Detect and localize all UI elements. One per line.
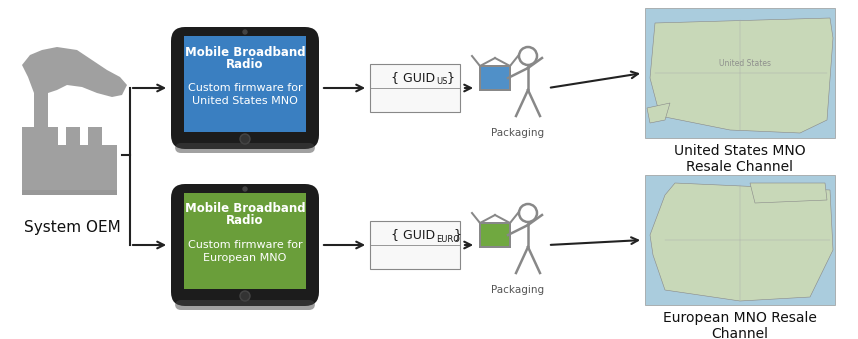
Bar — [22, 190, 117, 195]
Text: }: } — [443, 72, 455, 84]
FancyBboxPatch shape — [175, 143, 315, 153]
FancyBboxPatch shape — [175, 300, 315, 310]
Text: EURO: EURO — [436, 235, 460, 243]
Text: System OEM: System OEM — [24, 220, 120, 235]
Bar — [645, 8, 835, 138]
Text: Packaging: Packaging — [492, 285, 545, 295]
Text: Custom firmware for: Custom firmware for — [188, 240, 302, 250]
Bar — [66, 127, 80, 145]
Circle shape — [240, 291, 250, 301]
Text: United States: United States — [719, 59, 771, 67]
Text: Radio: Radio — [227, 215, 263, 227]
Text: Packaging: Packaging — [492, 128, 545, 138]
Text: US: US — [436, 78, 447, 86]
Bar — [184, 193, 306, 289]
Bar — [34, 93, 48, 148]
Bar — [480, 66, 510, 90]
Bar — [370, 64, 460, 112]
Text: Mobile Broadband: Mobile Broadband — [184, 45, 305, 59]
Bar — [44, 127, 58, 145]
Text: United States MNO
Resale Channel: United States MNO Resale Channel — [674, 144, 806, 174]
Bar — [88, 127, 102, 145]
Circle shape — [243, 30, 247, 34]
Bar — [22, 127, 36, 145]
Text: }: } — [450, 228, 462, 241]
Polygon shape — [650, 183, 833, 301]
FancyBboxPatch shape — [171, 27, 319, 149]
Text: United States MNO: United States MNO — [192, 96, 298, 106]
Text: { GUID: { GUID — [391, 228, 435, 241]
Text: Radio: Radio — [227, 58, 263, 71]
Bar — [22, 145, 117, 195]
Text: European MNO: European MNO — [203, 253, 287, 263]
Text: Custom firmware for: Custom firmware for — [188, 83, 302, 93]
FancyBboxPatch shape — [171, 184, 319, 306]
Polygon shape — [22, 47, 127, 97]
Bar — [480, 223, 510, 247]
Text: { GUID: { GUID — [391, 72, 435, 84]
Circle shape — [240, 134, 250, 144]
Text: European MNO Resale
Channel: European MNO Resale Channel — [663, 311, 817, 339]
Bar — [184, 36, 306, 132]
Text: Mobile Broadband: Mobile Broadband — [184, 202, 305, 216]
Circle shape — [241, 293, 249, 299]
Bar — [370, 221, 460, 269]
Polygon shape — [750, 183, 827, 203]
Circle shape — [243, 187, 247, 191]
Polygon shape — [647, 103, 670, 123]
Polygon shape — [650, 18, 833, 133]
Bar — [645, 175, 835, 305]
Circle shape — [241, 136, 249, 142]
